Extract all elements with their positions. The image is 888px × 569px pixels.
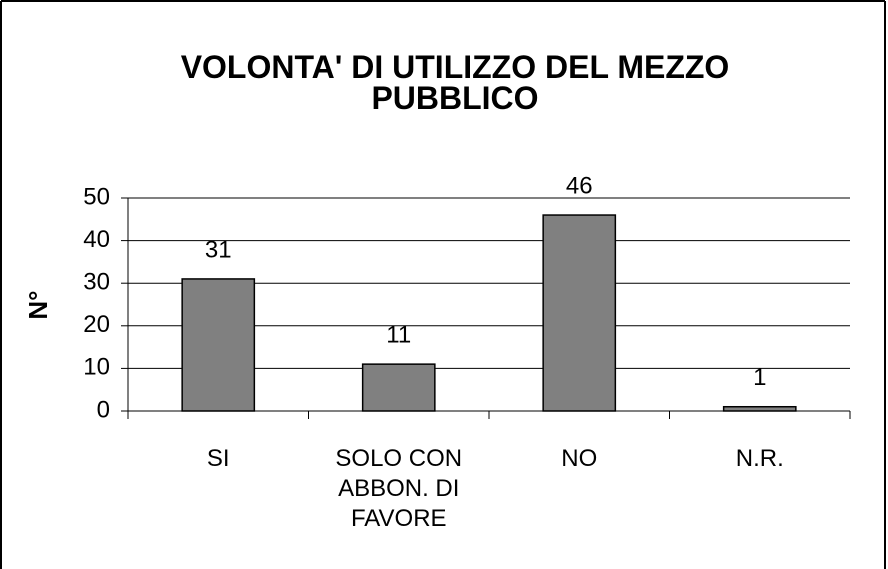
x-tick-label: SI (206, 445, 230, 472)
y-tick-label: 40 (83, 226, 110, 253)
x-tick-label: N.R. (735, 445, 784, 472)
chart-title: VOLONTA' DI UTILIZZO DEL MEZZO PUBBLICO (180, 49, 730, 116)
data-label: 11 (386, 321, 411, 348)
x-tick-label: NO (561, 445, 598, 472)
data-label: 1 (753, 364, 766, 391)
y-tick-label: 20 (83, 311, 110, 338)
x-tick-label: SOLO CON ABBON. DI FAVORE (335, 445, 463, 532)
data-label: 31 (205, 236, 232, 263)
y-tick-label: 0 (97, 396, 110, 423)
bar (722, 405, 797, 412)
y-tick-label: 50 (83, 183, 110, 210)
y-tick-label: 30 (83, 269, 110, 296)
y-axis-label: N° (23, 290, 53, 319)
bar (361, 363, 436, 412)
data-label: 46 (566, 172, 593, 199)
y-tick-label: 10 (83, 354, 110, 381)
bar (181, 278, 256, 412)
bar (542, 214, 617, 412)
